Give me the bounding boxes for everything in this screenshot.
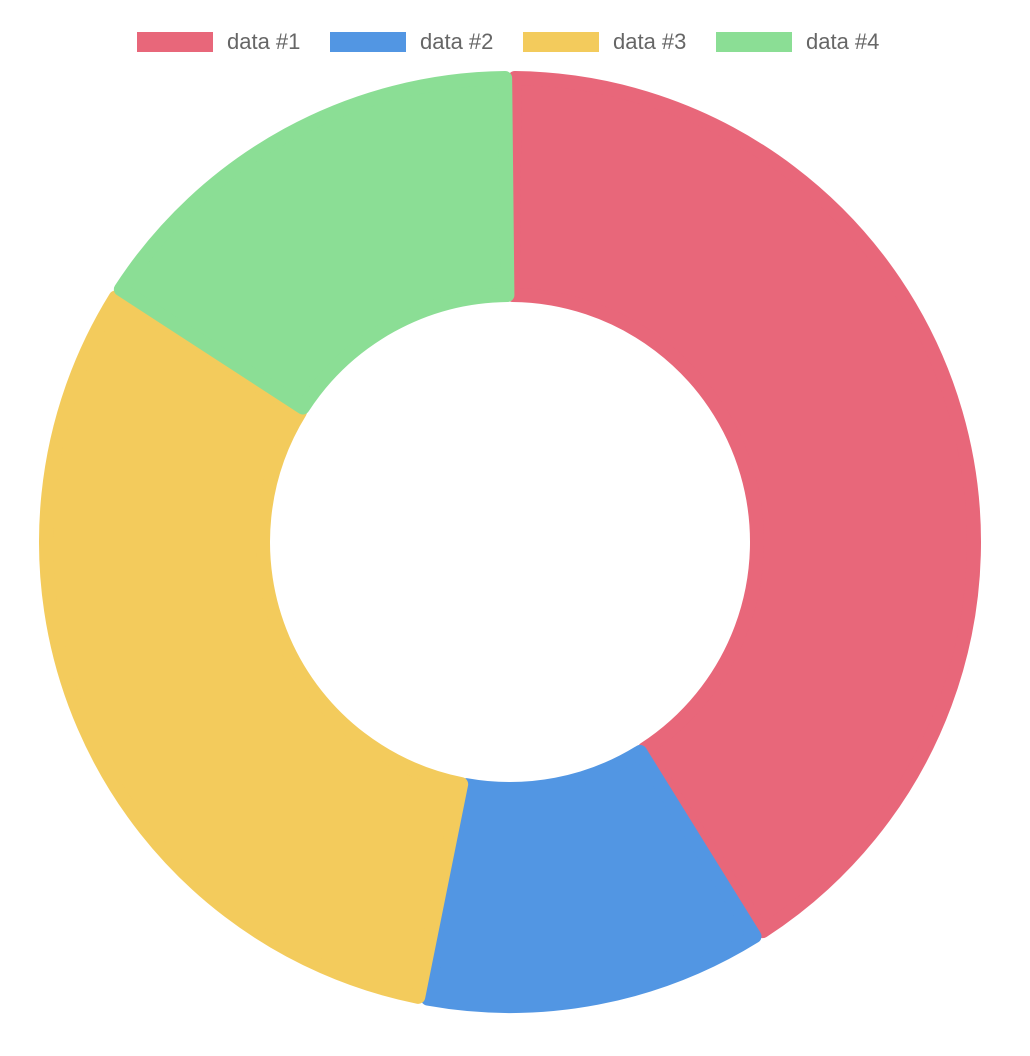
legend-swatch-data-4 — [716, 32, 792, 52]
legend-item-data-4[interactable]: data #4 — [716, 22, 879, 62]
legend-swatch-data-1 — [137, 32, 213, 52]
legend-swatch-data-3 — [523, 32, 599, 52]
chart-legend: data #1 data #2 data #3 data #4 — [0, 22, 1030, 62]
legend-item-data-2[interactable]: data #2 — [330, 22, 493, 62]
donut-slice-data-4[interactable] — [113, 71, 515, 415]
legend-label-data-2: data #2 — [420, 29, 494, 54]
legend-item-data-1[interactable]: data #1 — [137, 22, 300, 62]
donut-slice-data-2[interactable] — [420, 744, 762, 1013]
donut-slice-data-1[interactable] — [505, 71, 981, 939]
legend-label-data-3: data #3 — [613, 29, 687, 54]
legend-label-data-1: data #1 — [227, 29, 301, 54]
legend-swatch-data-2 — [330, 32, 406, 52]
donut-slice-data-3[interactable] — [39, 290, 469, 1004]
legend-label-data-4: data #4 — [806, 29, 880, 54]
legend-item-data-3[interactable]: data #3 — [523, 22, 686, 62]
